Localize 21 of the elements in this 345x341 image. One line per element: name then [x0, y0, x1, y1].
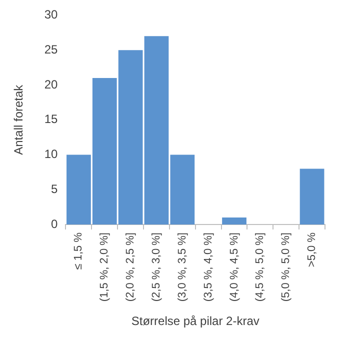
y-tick-label: 5	[51, 182, 58, 196]
bar	[300, 168, 324, 225]
x-axis-title: Størrelse på pilar 2-krav	[131, 314, 260, 328]
x-tick-label: >5,0 %	[306, 232, 318, 268]
y-tick-label: 20	[44, 77, 58, 92]
x-tick-label: ≤ 1,5 %	[72, 232, 85, 270]
y-tick-label: 10	[44, 147, 58, 162]
x-tick-label: (3,0 %, 3,5 %]	[176, 232, 188, 302]
bar	[222, 218, 246, 225]
x-tick-label: (5,0 %, 5,0 %]	[280, 232, 292, 302]
x-tick-label: (2,5 %, 3,0 %]	[150, 232, 163, 302]
x-tick-label: (4,5 %, 5,0 %]	[254, 232, 266, 302]
y-tick-label: 0	[51, 216, 58, 231]
y-tick-label: 25	[44, 42, 58, 56]
y-tick-label: 30	[44, 8, 58, 22]
x-tick-label: (3,5 %, 4,0 %]	[202, 232, 214, 302]
x-tick-label: (2,0 %, 2,5 %]	[124, 232, 137, 302]
x-tick-label: (1,5 %, 2,0 %]	[98, 232, 111, 302]
x-tick-label: (4,0 %, 4,5 %]	[228, 232, 240, 302]
y-axis-title: Antall foretak	[12, 84, 26, 155]
y-tick-label: 15	[44, 112, 58, 126]
